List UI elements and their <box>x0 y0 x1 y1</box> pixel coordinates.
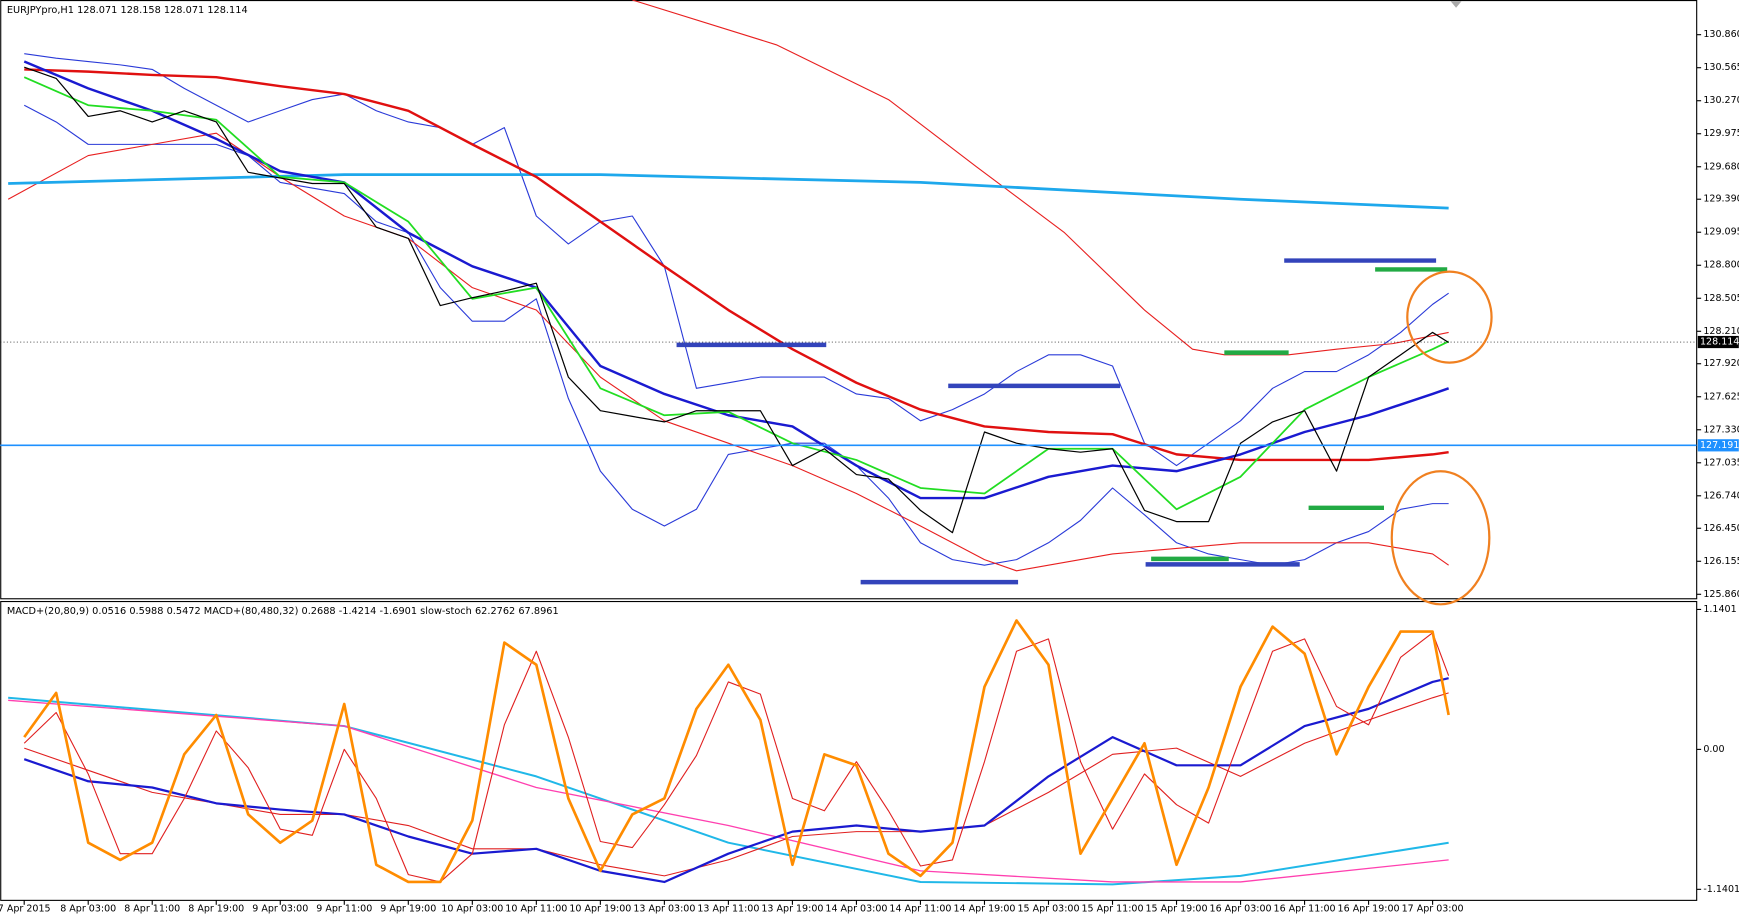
y-tick-label: 130.565 <box>1703 62 1739 73</box>
price-header: EURJPYpro,H1 128.071 128.158 128.071 128… <box>7 5 248 16</box>
y-tick-label: 129.095 <box>1703 227 1739 238</box>
x-tick-label: 8 Apr 19:00 <box>188 904 244 915</box>
x-tick-label: 10 Apr 19:00 <box>569 904 631 915</box>
series-line <box>23 76 1450 511</box>
price-tag <box>1697 439 1739 452</box>
y-tick-label: 127.330 <box>1703 424 1739 435</box>
x-tick-label: 9 Apr 03:00 <box>252 904 308 915</box>
x-tick-label: 16 Apr 11:00 <box>1274 904 1336 915</box>
series-line <box>24 53 1449 467</box>
x-tick-label: 15 Apr 19:00 <box>1146 904 1208 915</box>
indicator-plot <box>8 619 1450 886</box>
series-line <box>24 692 1449 877</box>
y-tick-label: 125.860 <box>1703 589 1739 600</box>
x-tick-label: 7 Apr 2015 <box>0 904 51 915</box>
series-line <box>8 699 1449 883</box>
y-tick-label: 130.270 <box>1703 95 1739 106</box>
price-tag-label: 127.191 <box>1700 440 1739 451</box>
x-tick-label: 9 Apr 19:00 <box>380 904 436 915</box>
shift-marker <box>1450 1 1462 8</box>
series-line <box>23 619 1450 884</box>
series-line <box>8 696 1449 886</box>
series-line <box>8 173 1449 210</box>
y-tick-label: 126.740 <box>1703 490 1739 501</box>
annotations <box>676 1 1493 606</box>
x-tick-label: 8 Apr 11:00 <box>124 904 180 915</box>
x-tick-label: 15 Apr 03:00 <box>1017 904 1079 915</box>
y-tick-label: 128.505 <box>1703 293 1739 304</box>
x-tick-label: 17 Apr 03:00 <box>1402 904 1464 915</box>
y-tick-label: 1.1401 <box>1703 604 1736 615</box>
y-tick-label: -1.1401 <box>1703 884 1739 895</box>
price-panel-frame <box>0 0 1698 600</box>
series-line <box>632 0 1449 356</box>
x-tick-label: 14 Apr 03:00 <box>825 904 887 915</box>
y-tick-label: 127.625 <box>1703 391 1739 402</box>
x-tick-label: 9 Apr 11:00 <box>316 904 372 915</box>
x-tick-label: 10 Apr 11:00 <box>505 904 567 915</box>
x-tick-label: 14 Apr 19:00 <box>953 904 1015 915</box>
x-tick-label: 13 Apr 03:00 <box>633 904 695 915</box>
x-tick-label: 16 Apr 19:00 <box>1338 904 1400 915</box>
y-tick-label: 130.860 <box>1703 29 1739 40</box>
x-tick-label: 16 Apr 03:00 <box>1210 904 1272 915</box>
y-tick-label: 129.680 <box>1703 161 1739 172</box>
highlight-circle <box>1390 470 1491 606</box>
y-tick-label: 127.920 <box>1703 358 1739 369</box>
series-line <box>24 68 1449 462</box>
indicator-header: MACD+(20,80,9) 0.0516 0.5988 0.5472 MACD… <box>7 606 559 617</box>
price-tag-label: 128.114 <box>1700 337 1739 348</box>
x-tick-label: 14 Apr 11:00 <box>889 904 951 915</box>
x-tick-label: 10 Apr 03:00 <box>441 904 503 915</box>
y-tick-label: 129.975 <box>1703 128 1739 139</box>
series-line <box>23 60 1450 500</box>
indicator-panel-frame <box>0 600 1698 901</box>
y-tick-label: 127.035 <box>1703 457 1739 468</box>
highlight-circle <box>1406 270 1493 364</box>
y-tick-label: 128.800 <box>1703 260 1739 271</box>
y-tick-label: 126.155 <box>1703 556 1739 567</box>
y-tick-label: 128.210 <box>1703 326 1739 337</box>
y-tick-label: 0.00 <box>1703 744 1724 755</box>
x-tick-label: 13 Apr 11:00 <box>697 904 759 915</box>
x-tick-label: 15 Apr 11:00 <box>1081 904 1143 915</box>
x-tick-label: 13 Apr 19:00 <box>761 904 823 915</box>
price-tag <box>1697 335 1739 349</box>
series-line <box>24 66 1449 534</box>
y-tick-label: 126.450 <box>1703 523 1739 534</box>
series-line <box>23 632 1450 883</box>
y-tick-label: 129.390 <box>1703 194 1739 205</box>
x-tick-label: 8 Apr 03:00 <box>60 904 116 915</box>
